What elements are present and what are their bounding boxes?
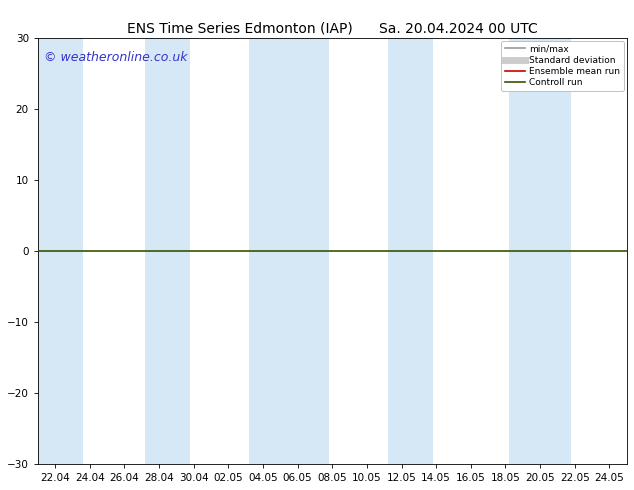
- Bar: [509, 38, 571, 464]
- Text: © weatheronline.co.uk: © weatheronline.co.uk: [44, 51, 187, 64]
- Bar: [249, 38, 329, 464]
- Title: ENS Time Series Edmonton (IAP)      Sa. 20.04.2024 00 UTC: ENS Time Series Edmonton (IAP) Sa. 20.04…: [127, 22, 538, 36]
- Legend: min/max, Standard deviation, Ensemble mean run, Controll run: min/max, Standard deviation, Ensemble me…: [501, 41, 624, 91]
- Bar: [387, 38, 432, 464]
- Bar: [38, 38, 83, 464]
- Bar: [145, 38, 190, 464]
